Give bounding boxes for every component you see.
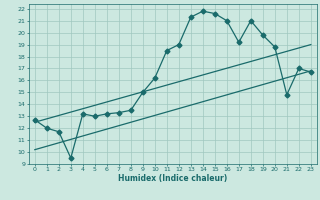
X-axis label: Humidex (Indice chaleur): Humidex (Indice chaleur)	[118, 174, 228, 183]
